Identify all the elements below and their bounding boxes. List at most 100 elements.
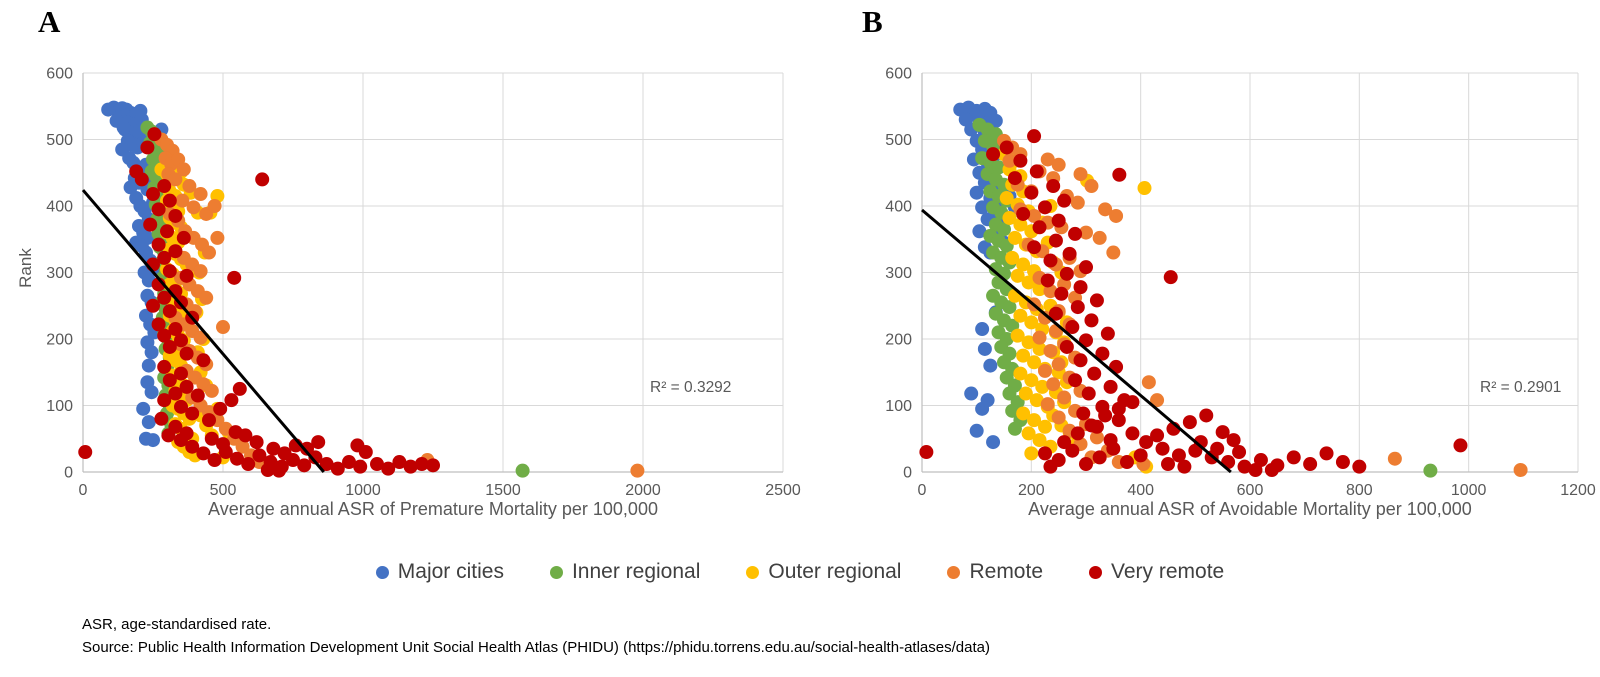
data-point-very-remote — [157, 328, 172, 343]
data-point-very-remote — [1048, 233, 1063, 248]
data-point-very-remote — [1054, 286, 1069, 301]
data-point-very-remote — [190, 388, 205, 403]
data-point-outer-regional — [999, 191, 1014, 206]
data-point-very-remote — [1043, 253, 1058, 268]
data-point-remote — [1089, 430, 1104, 445]
data-point-very-remote — [160, 224, 174, 239]
data-point-major-cities — [969, 185, 984, 200]
data-point-remote — [1040, 152, 1055, 167]
x-axis-tick-label: 1000 — [345, 482, 381, 499]
data-point-very-remote — [151, 237, 166, 252]
data-point-major-cities — [141, 358, 156, 373]
data-point-very-remote — [1013, 153, 1028, 168]
data-point-remote — [1051, 157, 1066, 172]
data-point-very-remote — [999, 140, 1014, 155]
data-point-very-remote — [1038, 446, 1052, 461]
data-point-very-remote — [1079, 333, 1093, 348]
data-point-very-remote — [207, 453, 222, 468]
data-point-very-remote — [249, 435, 264, 450]
data-point-outer-regional — [1024, 373, 1039, 388]
data-point-very-remote — [1057, 193, 1072, 208]
data-point-outer-regional — [1016, 348, 1031, 363]
data-point-very-remote — [370, 457, 384, 472]
data-point-very-remote — [1065, 320, 1080, 335]
data-point-major-cities — [144, 345, 159, 360]
data-point-very-remote — [241, 457, 256, 472]
data-point-very-remote — [185, 406, 200, 421]
data-point-very-remote — [174, 399, 188, 414]
data-point-very-remote — [168, 386, 183, 401]
data-point-remote — [193, 264, 208, 279]
data-point-very-remote — [168, 208, 183, 223]
data-point-very-remote — [179, 268, 194, 283]
data-point-outer-regional — [1027, 413, 1042, 428]
data-point-very-remote — [179, 346, 194, 361]
data-point-very-remote — [162, 193, 177, 208]
data-point-remote — [1073, 167, 1088, 182]
data-point-remote — [1106, 245, 1121, 260]
data-point-very-remote — [342, 455, 356, 470]
x-axis-tick-label: 2500 — [765, 482, 801, 499]
data-point-very-remote — [1043, 459, 1058, 474]
data-point-remote — [1387, 451, 1402, 466]
x-axis-tick-label: 400 — [1127, 482, 1154, 499]
legend-item-outer-regional: Outer regional — [746, 560, 901, 584]
data-point-very-remote — [1048, 306, 1063, 321]
data-point-very-remote — [151, 317, 166, 332]
data-point-outer-regional — [1016, 257, 1031, 272]
data-point-very-remote — [1210, 441, 1225, 456]
data-point-very-remote — [196, 353, 211, 368]
data-point-major-cities — [986, 435, 1001, 450]
data-point-very-remote — [157, 179, 172, 194]
data-point-inner-regional — [515, 463, 530, 478]
data-point-very-remote — [1098, 408, 1113, 423]
data-point-very-remote — [1171, 448, 1186, 463]
data-point-very-remote — [1182, 415, 1197, 430]
data-point-very-remote — [143, 217, 158, 232]
data-point-outer-regional — [1035, 379, 1050, 394]
data-point-remote — [1150, 393, 1165, 408]
data-point-very-remote — [1092, 450, 1107, 465]
data-point-remote — [1038, 310, 1052, 325]
data-point-remote — [1513, 463, 1528, 478]
data-point-remote — [182, 179, 197, 194]
data-point-very-remote — [308, 450, 323, 465]
data-point-very-remote — [157, 250, 172, 265]
data-point-remote — [1027, 208, 1042, 223]
legend-marker-remote-icon — [947, 565, 961, 579]
data-point-inner-regional — [1002, 300, 1017, 315]
legend-item-inner-regional: Inner regional — [549, 560, 700, 584]
data-point-very-remote — [1095, 346, 1110, 361]
data-point-major-cities — [141, 415, 156, 430]
data-point-inner-regional — [991, 160, 1006, 175]
data-point-remote — [168, 172, 183, 187]
data-point-outer-regional — [1002, 210, 1017, 225]
data-point-remote — [630, 463, 645, 478]
footnote-line-asr: ASR, age-standardised rate. — [82, 616, 272, 633]
y-axis-tick-label: 300 — [885, 265, 912, 282]
r-squared-annotation-b: R² = 0.2901 — [1480, 379, 1562, 396]
data-point-very-remote — [168, 244, 183, 259]
data-point-very-remote — [1303, 457, 1318, 472]
data-point-major-cities — [975, 200, 990, 215]
y-axis-tick-label: 500 — [46, 132, 73, 149]
data-point-very-remote — [154, 411, 169, 426]
data-point-very-remote — [1199, 408, 1214, 423]
data-point-inner-regional — [997, 222, 1011, 237]
data-point-remote — [1051, 357, 1066, 372]
legend-marker-inner-regional-icon — [549, 565, 563, 579]
data-point-very-remote — [252, 448, 267, 463]
legend-item-major-cities: Major cities — [375, 560, 504, 584]
data-point-outer-regional — [1005, 250, 1020, 265]
data-point-very-remote — [146, 187, 160, 202]
data-point-very-remote — [140, 140, 155, 155]
data-point-outer-regional — [1032, 433, 1047, 448]
data-point-very-remote — [1027, 129, 1042, 144]
trendline — [921, 208, 1232, 474]
data-point-very-remote — [162, 373, 177, 388]
data-point-remote — [1046, 377, 1061, 392]
x-axis-tick-label: 0 — [918, 482, 927, 499]
chart-legend: Major cities Inner regional Outer region… — [0, 560, 1600, 584]
x-axis-tick-label: 500 — [210, 482, 237, 499]
